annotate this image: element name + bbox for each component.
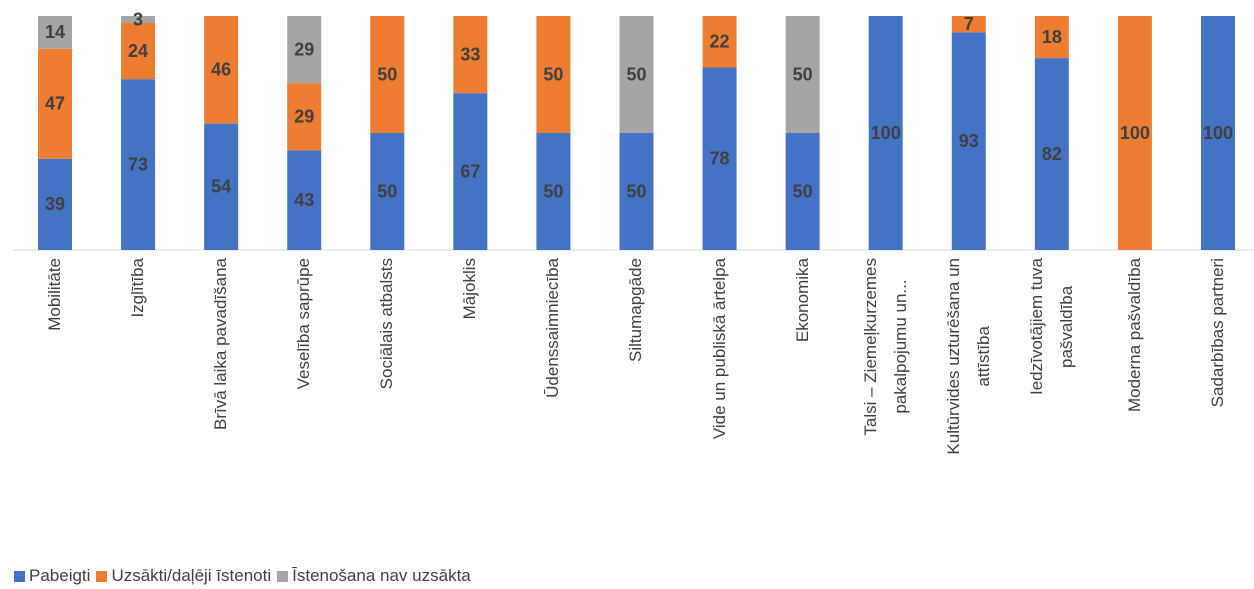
- data-label: 78: [710, 148, 730, 168]
- data-label: 18: [1042, 27, 1062, 47]
- x-tick-label: Veselība saprūpe: [294, 258, 314, 390]
- data-label: 50: [626, 64, 646, 84]
- data-label: 93: [959, 131, 979, 151]
- data-label: 29: [294, 107, 314, 127]
- bar-segment: [204, 16, 239, 124]
- bar-segment: [536, 133, 571, 250]
- bar-segment: [619, 16, 654, 133]
- x-tick-label: Mobilitāte: [45, 258, 64, 331]
- bar-segment: [1117, 16, 1152, 250]
- bar-segment: [121, 79, 156, 251]
- data-label: 14: [45, 22, 65, 42]
- bar-segment: [287, 150, 322, 250]
- bar-segment: [121, 23, 156, 80]
- legend-label: Īstenošana nav uzsākta: [292, 566, 471, 585]
- bar-segment: [370, 16, 405, 133]
- legend-swatch: [96, 570, 108, 582]
- data-label: 24: [128, 41, 148, 61]
- bar-segment: [868, 16, 903, 250]
- bar-segment: [38, 48, 72, 159]
- data-label: 82: [1042, 144, 1062, 164]
- data-label: 50: [793, 181, 813, 201]
- legend-label: Uzsākti/daļēji īstenoti: [111, 566, 272, 585]
- data-label: 100: [1203, 123, 1233, 143]
- data-label: 7: [964, 14, 974, 34]
- data-label: 50: [377, 181, 397, 201]
- data-label: 43: [294, 190, 314, 210]
- legend-swatch: [277, 570, 289, 582]
- data-label: 3: [133, 9, 143, 29]
- x-tick-label: Talsi – Ziemeļkurzemes pakalpojumu un...: [860, 258, 910, 436]
- data-label: 67: [460, 161, 480, 181]
- legend: Pabeigti Uzsākti/daļēji īstenoti Īstenošan…: [8, 566, 471, 586]
- bar-segment: [702, 67, 737, 250]
- data-label: 22: [710, 31, 730, 51]
- data-label: 50: [793, 64, 813, 84]
- bar-segment: [1034, 16, 1069, 59]
- bar-segment: [287, 16, 322, 84]
- bar-segment: [785, 16, 820, 133]
- bar-segment: [619, 133, 654, 250]
- data-label: 54: [211, 177, 231, 197]
- bar-segment: [453, 16, 488, 94]
- legend-label: Pabeigti: [29, 566, 91, 585]
- bar-segment: [951, 32, 986, 250]
- x-tick-label: Ekonomika: [792, 258, 812, 343]
- data-label: 46: [211, 60, 231, 80]
- data-label: 39: [45, 194, 65, 214]
- data-label: 100: [1120, 123, 1150, 143]
- bar-segment: [287, 83, 322, 151]
- bar-segment: [536, 16, 571, 133]
- bar-segment: [1034, 58, 1069, 251]
- legend-swatch: [14, 570, 25, 582]
- x-tick-label: Brīvā laika pavadīšana: [211, 258, 231, 430]
- x-tick-label: Sociālais atbalsts: [377, 258, 397, 390]
- bar-segment: [38, 158, 72, 250]
- data-label: 33: [460, 44, 480, 64]
- bar-segment: [204, 123, 239, 250]
- x-tick-label: Iedzīvotājiem tuva pašvaldība: [1026, 258, 1076, 396]
- x-tick-label: Ūdenssaimniecība: [543, 258, 563, 398]
- data-label: 50: [543, 64, 563, 84]
- bar-segment: [1200, 16, 1235, 250]
- x-tick-label: Mājoklis: [460, 258, 480, 320]
- bar-segment: [785, 133, 820, 250]
- bar-segment: [951, 16, 986, 33]
- data-label: 47: [45, 94, 65, 114]
- x-tick-label: Kultūrvides uzturēšana un attīstība: [943, 258, 993, 455]
- data-label: 50: [543, 181, 563, 201]
- data-label: 29: [294, 39, 314, 59]
- x-tick-label: Siltumapgāde: [626, 258, 646, 362]
- bar-segment: [38, 16, 72, 49]
- data-label: 73: [128, 154, 148, 174]
- x-tick-label: Izglītība: [128, 258, 148, 318]
- data-label: 50: [626, 181, 646, 201]
- x-tick-label: Vide un publiskā ārtelpa: [709, 258, 729, 440]
- x-tick-label: Moderna pašvaldība: [1124, 258, 1144, 413]
- bar-segment: [702, 16, 737, 68]
- data-label: 100: [871, 123, 901, 143]
- bar-segment: [453, 93, 488, 250]
- bar-segment: [370, 133, 405, 250]
- bar-segment: [121, 16, 156, 24]
- data-label: 50: [377, 64, 397, 84]
- x-tick-label: Sadarbības partneri: [1207, 258, 1227, 408]
